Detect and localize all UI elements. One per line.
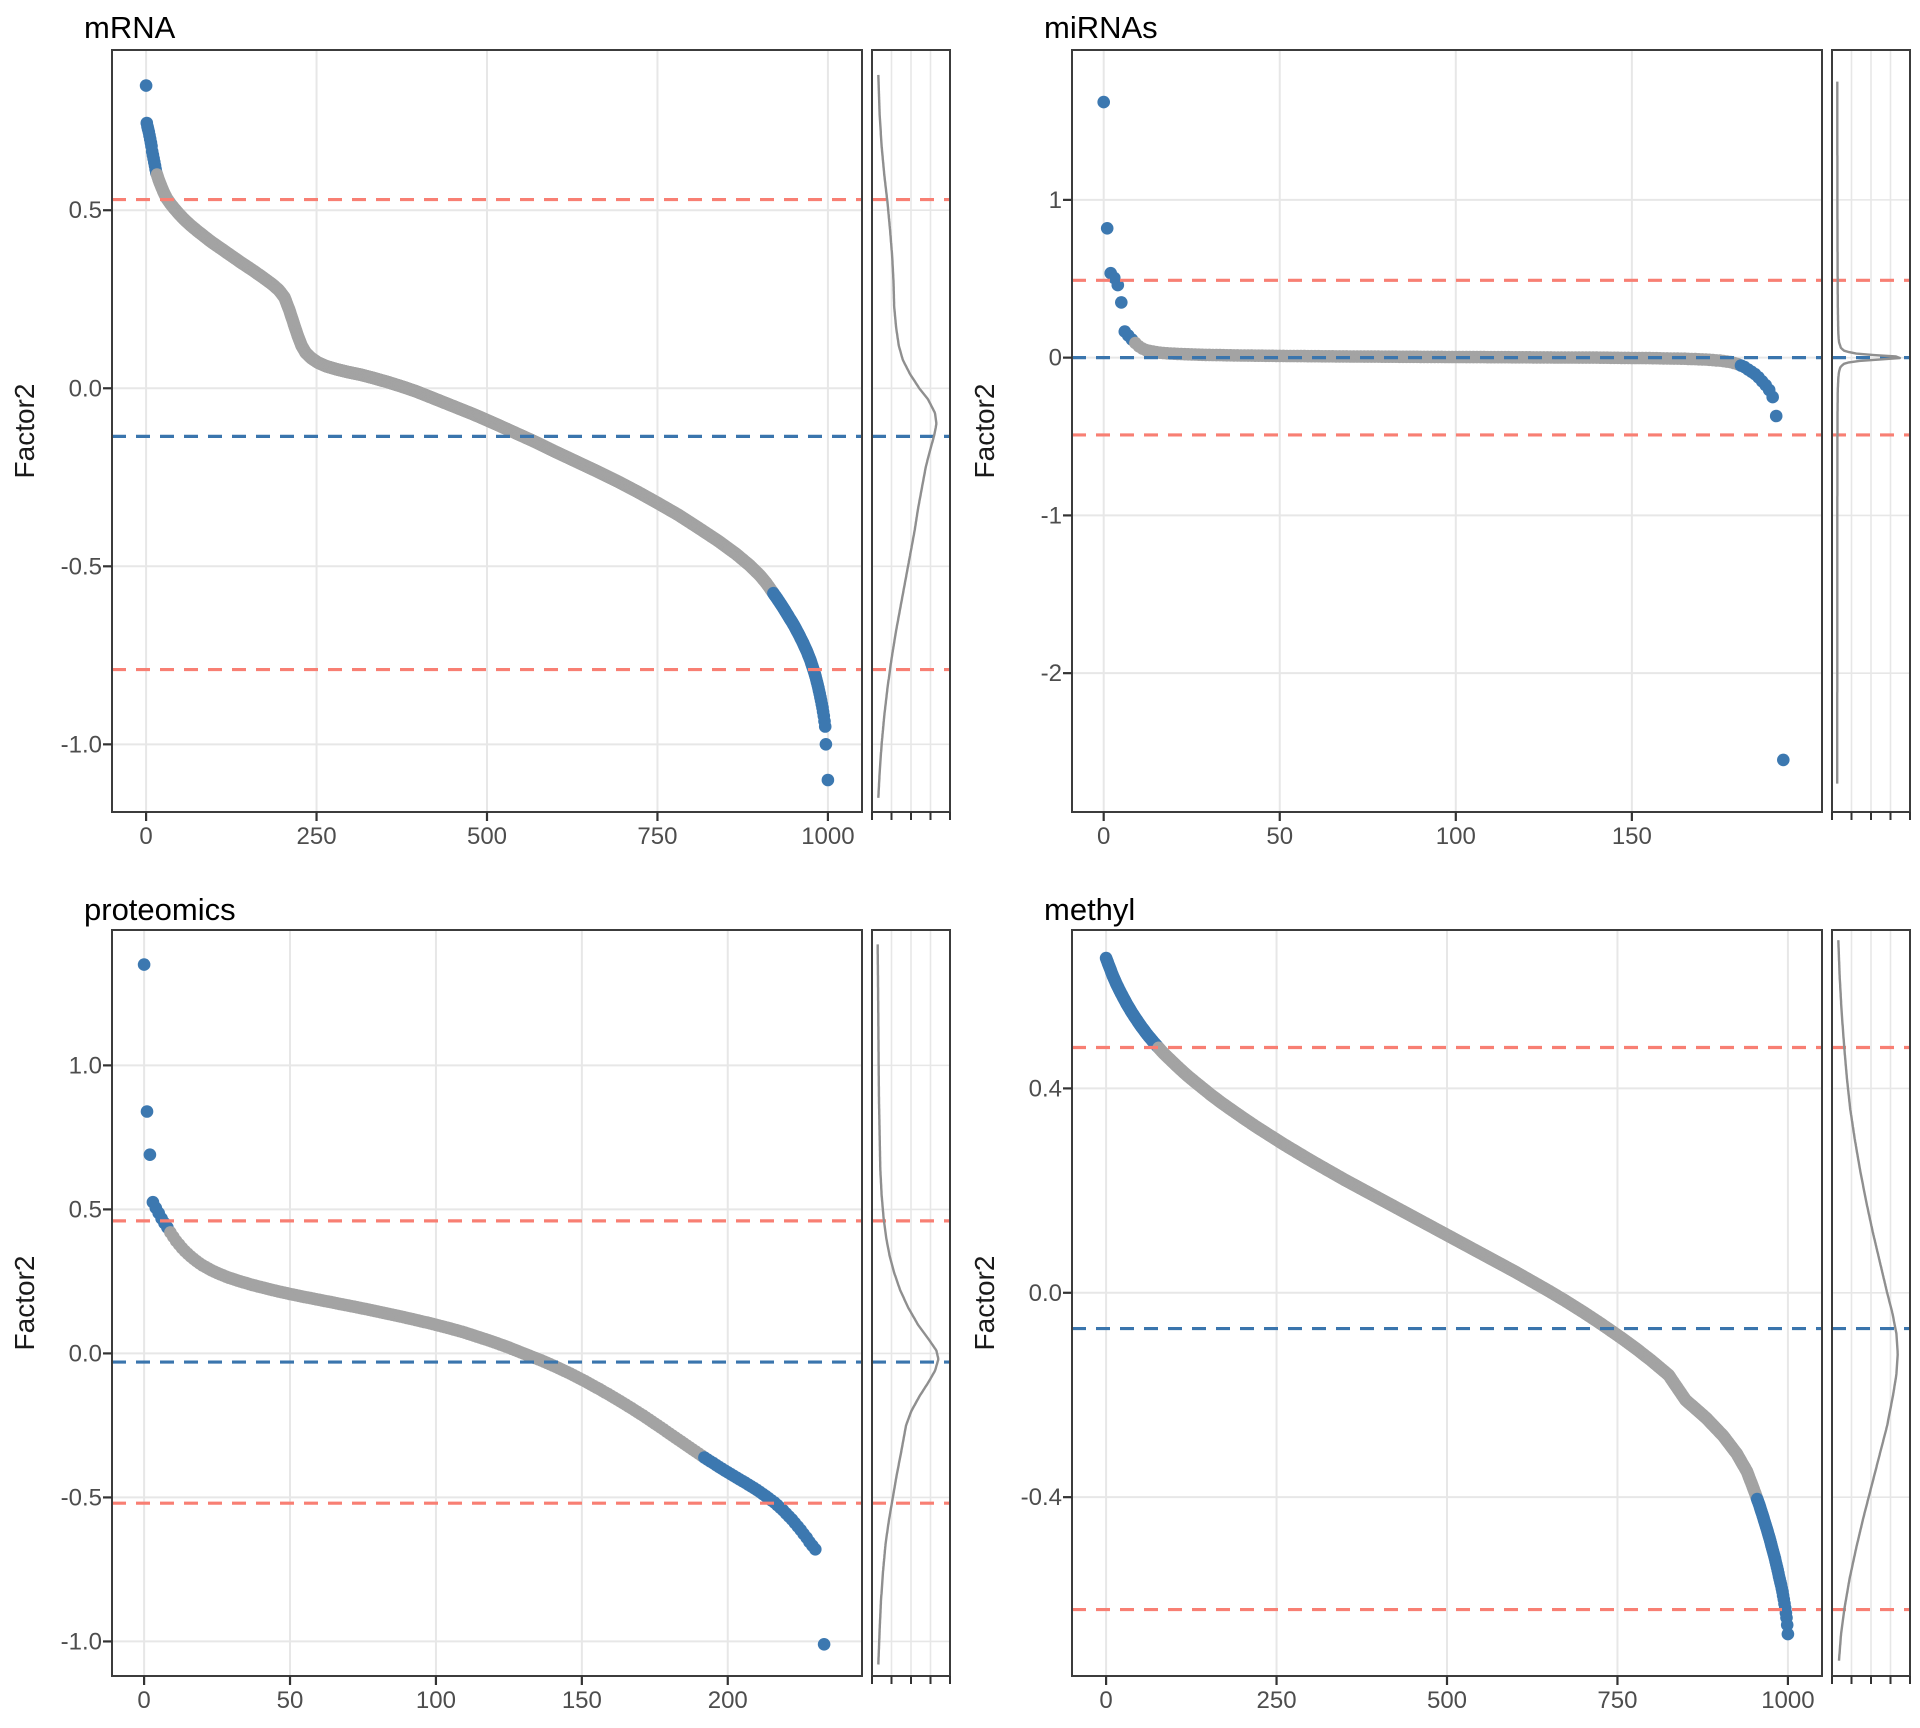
x-tick-label: 1000 [1761, 1687, 1814, 1714]
quadrant-methyl: methyl Factor2 0.4 0.0 -0.4 0 250 500 750 1000 [960, 864, 1920, 1728]
x-tick-label: 200 [708, 1687, 748, 1714]
gridlines [112, 930, 862, 1676]
threshold-lines [1072, 278, 1822, 437]
y-tick-label: 0 [1049, 345, 1062, 372]
y-axis-title-proteomics: Factor2 [9, 1256, 40, 1351]
x-tick-label: 100 [416, 1687, 456, 1714]
weight-points [1099, 951, 1795, 1641]
gridlines [1072, 930, 1822, 1676]
weights-plot-mirna: miRNAs Factor2 1 0 -1 -2 0 50 100 150 [969, 10, 1911, 850]
y-axis-title-mirna: Factor2 [969, 384, 1000, 479]
strip-gridlines [872, 50, 950, 812]
x-tick-label: 0 [137, 1687, 150, 1714]
y-tick-label: -0.5 [61, 1484, 102, 1511]
threshold-lines [1072, 1045, 1822, 1612]
density-strip-mirna [1831, 49, 1911, 820]
y-axis-title-mrna: Factor2 [9, 384, 40, 479]
x-tick-label: 500 [467, 823, 507, 850]
y-tick-label: -0.4 [1021, 1484, 1062, 1511]
axis-ticks-and-labels: 0.5 0.0 -0.5 -1.0 0 250 500 750 1000 [61, 197, 855, 850]
x-tick-label: 100 [1436, 823, 1476, 850]
panel-background [1072, 50, 1822, 812]
weights-plot-mrna: mRNA Factor2 0.5 0.0 -0.5 -1.0 0 250 500 750 1000 [9, 10, 951, 850]
x-tick-label: 0 [1097, 823, 1110, 850]
quadrant-proteomics: proteomics Factor2 1.0 0.5 0.0 -0.5 -1.0 0 50 100… [0, 864, 960, 1728]
panel-title-mirna: miRNAs [1044, 10, 1158, 45]
x-tick-label: 250 [297, 823, 337, 850]
y-tick-label: 0.5 [69, 197, 102, 224]
density-curve [877, 74, 938, 798]
y-tick-label: 0.4 [1029, 1075, 1062, 1102]
main-panel-mirna [1071, 49, 1823, 813]
axis-ticks-and-labels: 1.0 0.5 0.0 -0.5 -1.0 0 50 100 150 200 [61, 1052, 748, 1714]
y-tick-label: -2 [1041, 660, 1062, 687]
y-tick-label: -1 [1041, 502, 1062, 529]
x-tick-label: 250 [1257, 1687, 1297, 1714]
x-tick-label: 750 [637, 823, 677, 850]
axis-ticks-and-labels: 0.4 0.0 -0.4 0 250 500 750 1000 [1021, 1075, 1815, 1714]
density-strip-mrna [871, 49, 951, 820]
x-tick-label: 750 [1597, 1687, 1637, 1714]
threshold-lines [112, 1219, 862, 1505]
main-panel-methyl [1071, 929, 1823, 1677]
density-curve [1837, 940, 1899, 1661]
weight-points [139, 79, 835, 787]
x-tick-label: 0 [139, 823, 152, 850]
y-tick-label: 0.5 [69, 1196, 102, 1223]
panel-background [112, 930, 862, 1676]
quadrant-mrna: mRNA Factor2 0.5 0.0 -0.5 -1.0 0 250 500 750 1000 [0, 0, 960, 864]
x-tick-label: 50 [277, 1687, 304, 1714]
density-curve [1836, 81, 1901, 784]
y-tick-label: 0.0 [69, 1340, 102, 1367]
y-tick-label: 0.0 [69, 375, 102, 402]
x-tick-label: 0 [1099, 1687, 1112, 1714]
y-tick-label: -1.0 [61, 1628, 102, 1655]
main-panel-mrna [111, 49, 863, 813]
y-tick-label: -0.5 [61, 553, 102, 580]
panel-border [111, 929, 863, 1677]
density-curve [876, 944, 940, 1665]
y-tick-label: 0.0 [1029, 1280, 1062, 1307]
panel-title-proteomics: proteomics [84, 892, 236, 927]
weights-plot-proteomics: proteomics Factor2 1.0 0.5 0.0 -0.5 -1.0 0 50 100… [9, 892, 951, 1714]
x-tick-label: 50 [1266, 823, 1293, 850]
density-strip-methyl [1831, 929, 1911, 1684]
x-tick-label: 1000 [801, 823, 854, 850]
main-panel-proteomics [111, 929, 863, 1677]
panel-border [1071, 49, 1823, 813]
density-strip-proteomics [871, 929, 951, 1684]
gridlines [112, 50, 862, 812]
y-tick-label: 1 [1049, 187, 1062, 214]
x-tick-label: 500 [1427, 1687, 1467, 1714]
threshold-lines [112, 197, 862, 672]
y-axis-title-methyl: Factor2 [969, 1256, 1000, 1351]
weights-plot-methyl: methyl Factor2 0.4 0.0 -0.4 0 250 500 750 1000 [969, 892, 1911, 1714]
weight-points [137, 958, 831, 1651]
quadrant-mirna: miRNAs Factor2 1 0 -1 -2 0 50 100 150 [960, 0, 1920, 864]
y-tick-label: 1.0 [69, 1052, 102, 1079]
y-tick-label: -1.0 [61, 731, 102, 758]
strip-gridlines [872, 930, 950, 1676]
x-tick-label: 150 [562, 1687, 602, 1714]
axis-ticks-and-labels: 1 0 -1 -2 0 50 100 150 [1041, 187, 1652, 850]
panel-title-mrna: mRNA [84, 10, 176, 45]
x-tick-label: 150 [1612, 823, 1652, 850]
panel-title-methyl: methyl [1044, 892, 1135, 927]
